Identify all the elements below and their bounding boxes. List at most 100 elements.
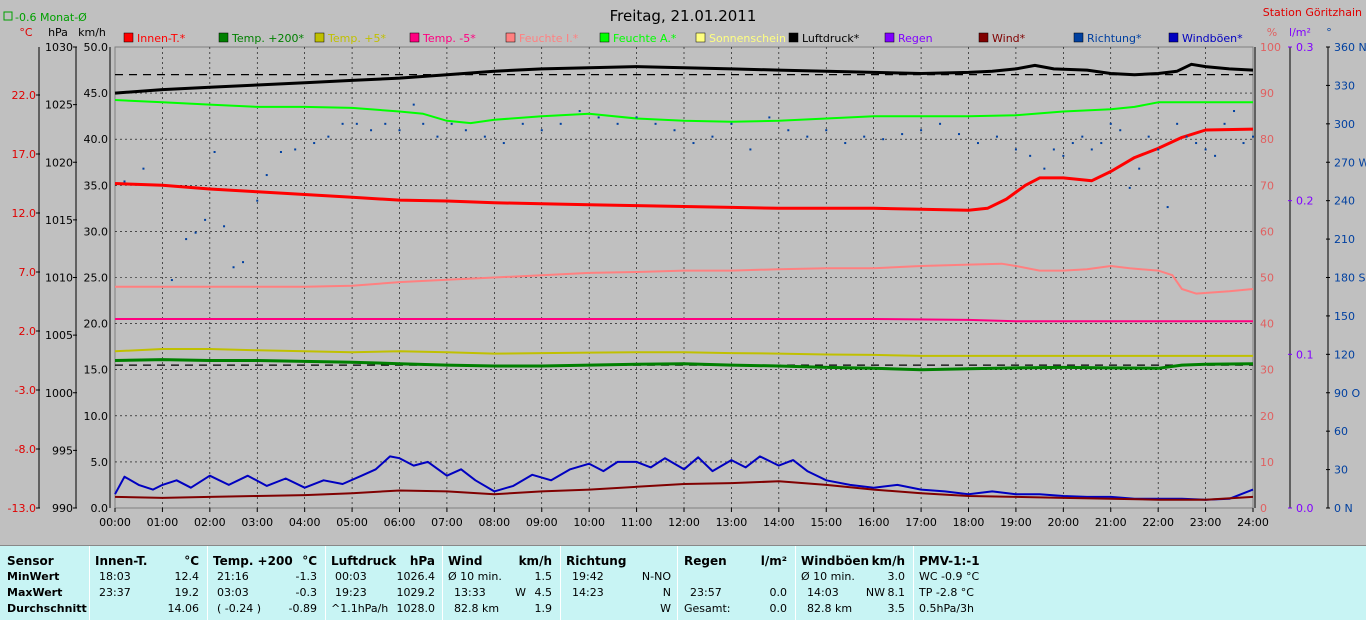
col-regen: Regen l/m² 23:57 0.0 Gesamt: 0.0: [684, 552, 791, 620]
direction-point: [958, 133, 961, 136]
boeen-min-label: Ø 10 min.: [801, 570, 855, 583]
direction-point: [1252, 135, 1254, 138]
direction-points: [123, 103, 1254, 282]
x-tick-label: 03:00: [241, 516, 273, 529]
wind-min-label: Ø 10 min.: [448, 570, 502, 583]
reference-lines: [115, 74, 1253, 366]
chart-title: Freitag, 21.01.2011: [610, 7, 757, 25]
percent-tick-label: 80: [1260, 133, 1274, 146]
direction-point: [654, 122, 657, 125]
hpa-tick-label: 1005: [45, 329, 73, 342]
x-tick-label: 21:00: [1095, 516, 1127, 529]
series-temp-200: [114, 358, 1254, 372]
percent-tick-label: 10: [1260, 456, 1274, 469]
direction-point: [279, 151, 282, 154]
direction-point: [787, 129, 790, 132]
temp200-header: Temp. +200: [213, 554, 293, 568]
boeen-avg-val: 3.5: [887, 602, 906, 615]
pmv-pressure-trend: 0.5hPa/3h: [919, 602, 975, 615]
direction-point: [483, 135, 486, 138]
wind-max-dir: W: [515, 586, 526, 599]
direction-point: [673, 129, 676, 132]
col-boeen: Windböen km/h Ø 10 min. 3.0 14:03 NW 8.1…: [801, 552, 909, 620]
x-tick-label: 24:00: [1237, 516, 1269, 529]
direction-point: [232, 266, 235, 269]
direction-point: [882, 138, 885, 141]
direction-tick-label: 360 N: [1334, 41, 1366, 54]
direction-point: [398, 129, 401, 132]
x-tick-label: 18:00: [953, 516, 985, 529]
richtung-avg-val: W: [660, 602, 671, 615]
series-temp-5: [115, 318, 1253, 323]
luftdruck-min-time: 00:03: [335, 570, 367, 583]
x-tick-label: 22:00: [1142, 516, 1174, 529]
direction-point: [768, 116, 771, 119]
direction-point: [370, 129, 373, 132]
divider: [677, 546, 678, 620]
innen-min-val: 12.4: [174, 570, 200, 583]
legend-label: Temp. +5*: [327, 32, 387, 45]
kmh-tick-label: 5.0: [91, 456, 109, 469]
x-tick-label: 05:00: [336, 516, 368, 529]
series-feuchte-a: [114, 99, 1253, 125]
direction-point: [436, 135, 439, 138]
divider: [207, 546, 208, 620]
rain-tick-label: 0.2: [1296, 195, 1314, 208]
innen-header: Innen-T.: [95, 554, 148, 568]
legend-swatch: [1168, 32, 1179, 43]
direction-tick-label: 330: [1334, 79, 1355, 92]
legend: Innen-T.* Temp. +200* Temp. +5* Temp. -5* Fe…: [123, 32, 1243, 45]
x-tick-label: 17:00: [905, 516, 937, 529]
direction-tick-label: 30: [1334, 464, 1348, 477]
direction-tick-label: 300: [1334, 118, 1355, 131]
legend-label: Regen: [898, 32, 933, 45]
celsius-tick-label: 17.0: [12, 148, 37, 161]
kmh-tick-label: 45.0: [84, 87, 109, 100]
richtung-max-time: 14:23: [572, 586, 604, 599]
direction-point: [1204, 148, 1207, 151]
axes-layer: 00:00 01:00 02:00 03:00 04:00 05:00 06:00 07:00…: [8, 41, 1366, 529]
direction-point: [123, 180, 126, 183]
series-temp-5: [114, 348, 1253, 357]
innen-min-time: 18:03: [99, 570, 131, 583]
rain-tick-label: 0.1: [1296, 348, 1314, 361]
legend-swatch: [505, 32, 516, 43]
direction-point: [341, 122, 344, 125]
direction-point: [1138, 167, 1141, 170]
direction-point: [597, 116, 600, 119]
regen-max-val: 0.0: [769, 586, 788, 599]
direction-point: [939, 122, 942, 125]
direction-tick-label: 60: [1334, 425, 1348, 438]
innen-unit: °C: [184, 554, 199, 568]
direction-point: [1157, 148, 1160, 151]
temp200-avg-val: -0.89: [288, 602, 317, 615]
col-pmv: PMV-1:-1 WC -0.9 °C TP -2.8 °C 0.5hPa/3h: [919, 552, 1039, 620]
temp200-max-val: -0.3: [295, 586, 317, 599]
direction-point: [825, 129, 828, 132]
celsius-tick-label: -3.0: [15, 384, 36, 397]
wind-unit: km/h: [518, 554, 552, 568]
direction-point: [521, 122, 524, 125]
kmh-tick-label: 30.0: [84, 225, 109, 238]
direction-point: [1195, 142, 1198, 145]
regen-avg-label: Gesamt:: [684, 602, 731, 615]
x-tick-label: 08:00: [478, 516, 510, 529]
direction-point: [635, 116, 638, 119]
temp200-avg-label: ( -0.24 ): [217, 602, 262, 615]
percent-tick-label: 70: [1260, 179, 1274, 192]
direction-point: [1029, 154, 1032, 157]
series-wind: [114, 480, 1254, 501]
x-tick-label: 23:00: [1190, 516, 1222, 529]
direction-point: [995, 135, 998, 138]
richtung-max-val: N: [662, 586, 671, 599]
direction-point: [464, 129, 467, 132]
regen-max-time: 23:57: [690, 586, 722, 599]
col-temp200: Temp. +200 °C 21:16 -1.3 03:03 -0.3 ( -0…: [213, 552, 321, 620]
boeen-min-val: 3.0: [887, 570, 906, 583]
divider: [325, 546, 326, 620]
direction-point: [1185, 135, 1188, 138]
innen-max-val: 19.2: [174, 586, 200, 599]
innen-max-time: 23:37: [99, 586, 131, 599]
statistics-panel: Sensor MinWert MaxWert Durchschnitt Inne…: [0, 545, 1366, 620]
kmh-tick-label: 10.0: [84, 410, 109, 423]
